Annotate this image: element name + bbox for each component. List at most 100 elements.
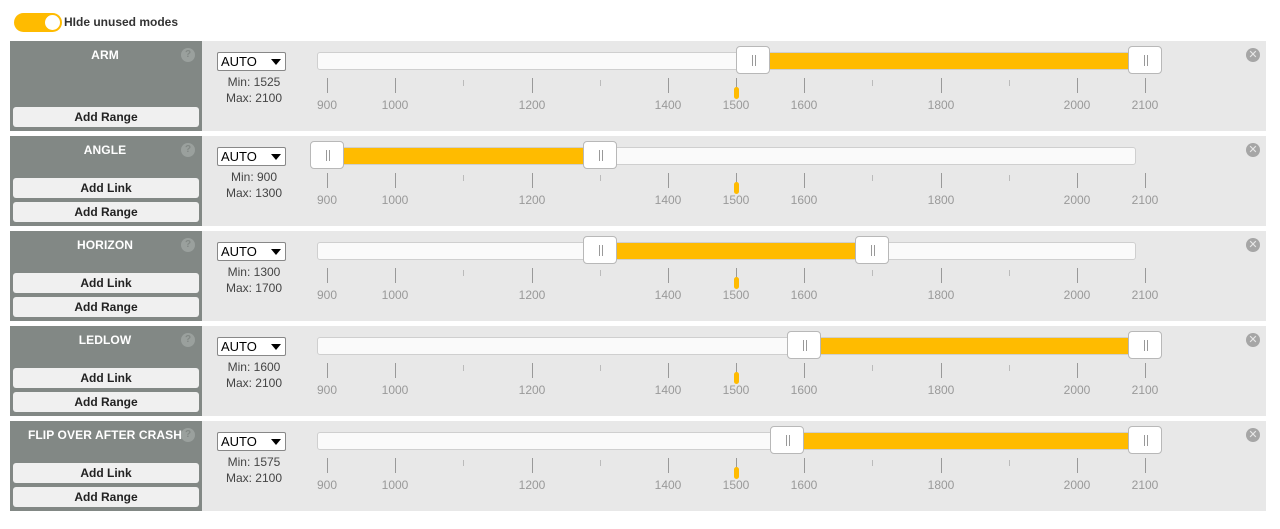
minor-tick (1009, 175, 1010, 181)
minor-tick (1009, 80, 1010, 86)
major-tick (395, 173, 396, 188)
tick-label: 900 (316, 193, 338, 207)
range-max-handle[interactable] (582, 141, 617, 169)
major-tick (668, 458, 669, 473)
range-min-handle[interactable] (787, 331, 822, 359)
help-icon[interactable]: ? (181, 238, 195, 252)
tick-label: 2100 (1131, 383, 1159, 397)
help-icon[interactable]: ? (181, 143, 195, 157)
remove-icon[interactable]: ✕ (1246, 143, 1260, 157)
range-fill (787, 433, 1145, 449)
add-range-button[interactable]: Add Range (13, 297, 199, 317)
major-tick (1077, 268, 1078, 283)
range-max-label: Max: 2100 (225, 471, 283, 485)
tick-label: 900 (316, 288, 338, 302)
select-value: AUTO (221, 149, 257, 164)
mode-row: ANGLE? Add Link Add Range AUTO Min: 900 Max: … (10, 136, 1266, 226)
help-icon[interactable]: ? (181, 333, 195, 347)
major-tick (395, 268, 396, 283)
minor-tick (1009, 460, 1010, 466)
remove-icon[interactable]: ✕ (1246, 238, 1260, 252)
hide-unused-modes-row: HIde unused modes (14, 12, 178, 32)
select-value: AUTO (221, 339, 257, 354)
tick-label: 1500 (722, 193, 750, 207)
add-range-button[interactable]: Add Range (13, 392, 199, 412)
range-max-handle[interactable] (855, 236, 890, 264)
major-tick (532, 268, 533, 283)
major-tick (1145, 363, 1146, 378)
auto-select[interactable]: AUTO (217, 432, 286, 451)
tick-label: 1400 (654, 193, 682, 207)
range-min-handle[interactable] (310, 141, 344, 169)
range-max-label: Max: 1300 (225, 186, 283, 200)
mode-row: LEDLOW? Add Link Add Range AUTO Min: 1600 Max… (10, 326, 1266, 416)
remove-icon[interactable]: ✕ (1246, 428, 1260, 442)
help-icon[interactable]: ? (181, 428, 195, 442)
major-tick (941, 363, 942, 378)
add-link-button[interactable]: Add Link (13, 273, 199, 293)
tick-label: 1500 (722, 98, 750, 112)
range-min-handle[interactable] (770, 426, 805, 454)
minor-tick (872, 175, 873, 181)
minor-tick (463, 80, 464, 86)
tick-label: 1600 (790, 383, 818, 397)
minor-tick (600, 80, 601, 86)
major-tick (1145, 173, 1146, 188)
major-tick (327, 78, 328, 93)
minor-tick (600, 365, 601, 371)
range-min-label: Min: 1575 (227, 455, 281, 469)
help-icon[interactable]: ? (181, 48, 195, 62)
major-tick (736, 78, 737, 93)
add-range-button[interactable]: Add Range (13, 202, 199, 222)
chevron-down-icon (271, 59, 281, 65)
auto-select[interactable]: AUTO (217, 52, 286, 71)
auto-select[interactable]: AUTO (217, 337, 286, 356)
range-max-label: Max: 2100 (225, 91, 283, 105)
range-min-handle[interactable] (736, 46, 771, 74)
major-tick (804, 78, 805, 93)
tick-label: 1000 (381, 288, 409, 302)
add-link-button[interactable]: Add Link (13, 368, 199, 388)
auto-select[interactable]: AUTO (217, 147, 286, 166)
tick-label: 1800 (927, 288, 955, 302)
tick-label: 2000 (1063, 288, 1091, 302)
channel-value-marker (734, 277, 739, 289)
major-tick (668, 78, 669, 93)
minor-tick (872, 365, 873, 371)
tick-label: 1400 (654, 383, 682, 397)
add-link-button[interactable]: Add Link (13, 463, 199, 483)
remove-icon[interactable]: ✕ (1246, 333, 1260, 347)
minor-tick (600, 270, 601, 276)
minor-tick (463, 270, 464, 276)
mode-name: ARM (91, 48, 119, 62)
range-max-handle[interactable] (1128, 331, 1162, 359)
add-link-button[interactable]: Add Link (13, 178, 199, 198)
select-value: AUTO (221, 244, 257, 259)
tick-label: 2100 (1131, 288, 1159, 302)
major-tick (1145, 458, 1146, 473)
major-tick (532, 78, 533, 93)
major-tick (941, 78, 942, 93)
tick-label: 1800 (927, 193, 955, 207)
add-range-button[interactable]: Add Range (13, 107, 199, 127)
hide-unused-modes-toggle[interactable] (14, 12, 62, 32)
add-range-button[interactable]: Add Range (13, 487, 199, 507)
minor-tick (872, 270, 873, 276)
tick-label: 1600 (790, 288, 818, 302)
tick-label: 1600 (790, 478, 818, 492)
auto-select[interactable]: AUTO (217, 242, 286, 261)
hide-unused-modes-label: HIde unused modes (64, 15, 179, 29)
range-max-handle[interactable] (1128, 46, 1162, 74)
major-tick (941, 458, 942, 473)
major-tick (327, 268, 328, 283)
chevron-down-icon (271, 154, 281, 160)
mode-row: ARM? Add Range AUTO Min: 1525 Max: 2100 900 10… (10, 41, 1266, 131)
tick-label: 2100 (1131, 98, 1159, 112)
mode-panel: ANGLE? Add Link Add Range (10, 136, 202, 226)
range-max-handle[interactable] (1128, 426, 1162, 454)
remove-icon[interactable]: ✕ (1246, 48, 1260, 62)
channel-value-marker (734, 87, 739, 99)
tick-label: 2100 (1131, 193, 1159, 207)
mode-name: ANGLE (83, 143, 127, 157)
range-min-handle[interactable] (582, 236, 617, 264)
